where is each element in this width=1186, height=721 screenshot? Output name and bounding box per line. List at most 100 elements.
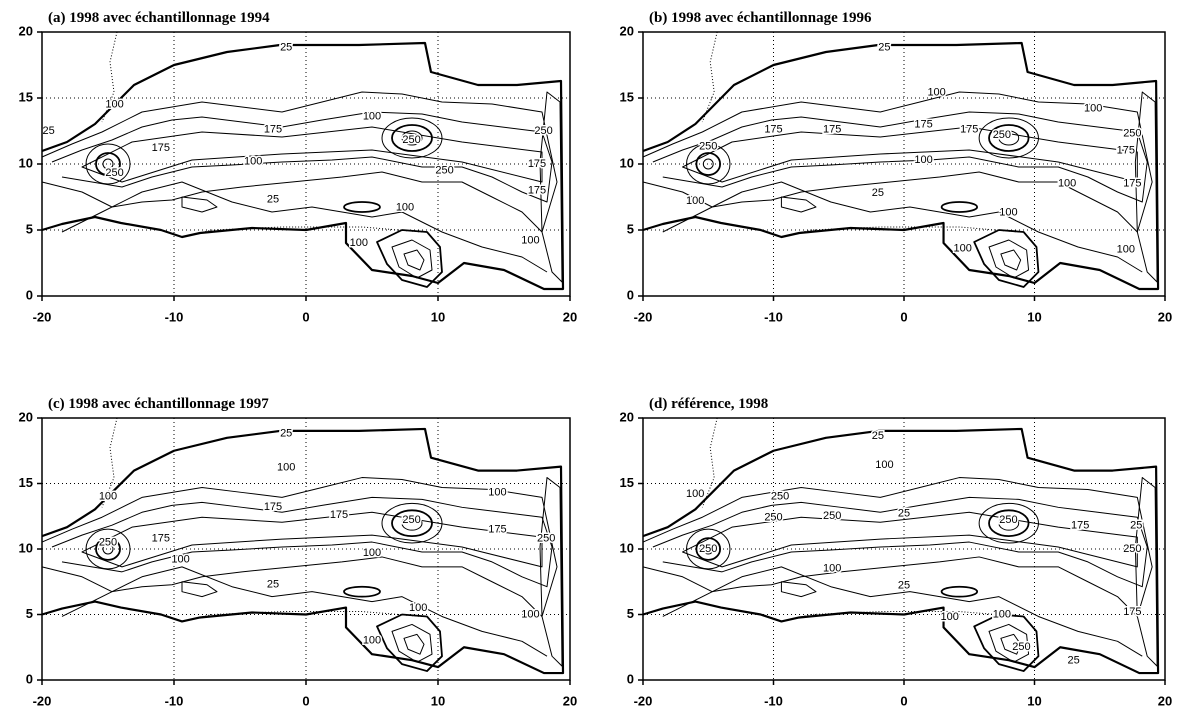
contour-label: 175: [152, 532, 170, 544]
contour-label: 250: [699, 543, 717, 555]
y-tick-label: 15: [19, 89, 33, 104]
contour-label: 100: [244, 155, 262, 167]
y-tick-label: 10: [620, 155, 634, 170]
x-tick-label: 20: [1158, 309, 1172, 324]
y-tick-label: 10: [19, 155, 33, 170]
contour-label: 250: [771, 491, 789, 503]
contour-label: 100: [521, 234, 539, 246]
panel-title: (a) 1998 avec échantillonnage 1994: [48, 10, 270, 26]
contour-label: 175: [330, 509, 348, 521]
contour-label: 175: [152, 142, 170, 154]
contour-label: 250: [1123, 543, 1141, 555]
contour-label: 250: [99, 536, 117, 548]
contour-label: 25: [280, 42, 292, 54]
x-tick-label: 0: [900, 693, 907, 708]
contour-label: 250: [699, 141, 717, 153]
x-tick-label: -10: [764, 309, 783, 324]
x-tick-label: -20: [33, 309, 52, 324]
y-tick-label: 5: [627, 221, 634, 236]
plot-frame: [642, 417, 1166, 681]
contour-label: 100: [171, 553, 189, 565]
x-tick-label: -20: [33, 693, 52, 708]
contour-label: 100: [1117, 244, 1135, 256]
x-tick-label: -10: [165, 693, 184, 708]
contour-label: 25: [1068, 654, 1080, 666]
contour-label: 175: [488, 523, 506, 535]
contour-lines: [40, 416, 565, 675]
x-tick-label: 0: [302, 693, 309, 708]
contour-label: 100: [993, 608, 1011, 620]
contour-label: 100: [350, 237, 368, 249]
y-tick-label: 20: [19, 409, 33, 424]
contour-label: 100: [914, 154, 932, 166]
contour-label: 250: [402, 514, 420, 526]
contour-lines: [40, 30, 565, 291]
contour-label: 100: [954, 242, 972, 254]
y-tick-label: 20: [620, 23, 634, 38]
y-tick-label: 20: [19, 23, 33, 38]
contour-lines: [641, 30, 1160, 291]
contour-label: 100: [875, 459, 893, 471]
y-tick-label: 0: [26, 287, 33, 302]
contour-label: 25: [42, 125, 54, 137]
contour-label: 25: [872, 430, 884, 442]
contour-label: 25: [1130, 519, 1142, 531]
contour-label: 175: [764, 124, 782, 136]
x-tick-label: -10: [165, 309, 184, 324]
contour-label: 25: [878, 42, 890, 54]
contour-label: 175: [264, 124, 282, 136]
y-tick-label: 0: [26, 671, 33, 686]
contour-label: 250: [534, 125, 552, 137]
contour-label: 25: [898, 580, 910, 592]
y-tick-label: 5: [26, 606, 33, 621]
panel-title: (d) référence, 1998: [649, 396, 768, 412]
y-tick-label: 0: [627, 287, 634, 302]
x-tick-label: 10: [1027, 309, 1041, 324]
contour-label: 250: [435, 165, 453, 177]
contour-label: 250: [105, 167, 123, 179]
contour-label: 175: [1117, 145, 1135, 157]
y-tick-label: 10: [620, 540, 634, 555]
contour-label: 25: [267, 194, 279, 206]
contour-label: 100: [1084, 102, 1102, 114]
x-tick-label: 20: [563, 309, 577, 324]
contour-label: 175: [1071, 519, 1089, 531]
contour-label: 100: [277, 462, 295, 474]
contour-label: 100: [927, 87, 945, 99]
contour-label: 25: [898, 508, 910, 520]
contour-label: 100: [363, 547, 381, 559]
contour-label: 175: [528, 184, 546, 196]
contour-label: 250: [999, 514, 1017, 526]
y-tick-label: 15: [620, 475, 634, 490]
contour-panel: (b) 1998 avec échantillonnage 1996 -20 -10…: [620, 10, 1173, 324]
y-tick-label: 20: [620, 409, 634, 424]
contour-panel: (d) référence, 1998 -20 -10 0 10 20 0 5 10 15 20 25…: [620, 396, 1173, 708]
x-tick-label: 0: [900, 309, 907, 324]
contour-label: 175: [264, 501, 282, 513]
contour-label: 100: [99, 491, 117, 503]
contour-label: 175: [823, 124, 841, 136]
contour-label: 250: [537, 532, 555, 544]
y-tick-label: 5: [627, 606, 634, 621]
contour-panel: (a) 1998 avec échantillonnage 1994 -20 -10…: [19, 10, 578, 324]
x-tick-label: 20: [563, 693, 577, 708]
contour-label: 25: [872, 187, 884, 199]
x-tick-label: 10: [1027, 693, 1041, 708]
contour-label: 100: [363, 635, 381, 647]
x-tick-label: -20: [634, 309, 653, 324]
x-tick-label: -20: [634, 693, 653, 708]
x-tick-label: 0: [302, 309, 309, 324]
contour-label: 100: [488, 487, 506, 499]
contour-label: 250: [764, 511, 782, 523]
contour-label: 25: [280, 428, 292, 440]
x-tick-label: 10: [431, 309, 445, 324]
contour-label: 250: [402, 134, 420, 146]
contour-label: 250: [1012, 641, 1030, 653]
contour-label: 100: [363, 110, 381, 122]
contour-label: 25: [267, 578, 279, 590]
contour-label: 100: [521, 608, 539, 620]
y-tick-label: 15: [19, 475, 33, 490]
contour-label: 175: [1123, 178, 1141, 190]
contour-label: 100: [999, 207, 1017, 219]
